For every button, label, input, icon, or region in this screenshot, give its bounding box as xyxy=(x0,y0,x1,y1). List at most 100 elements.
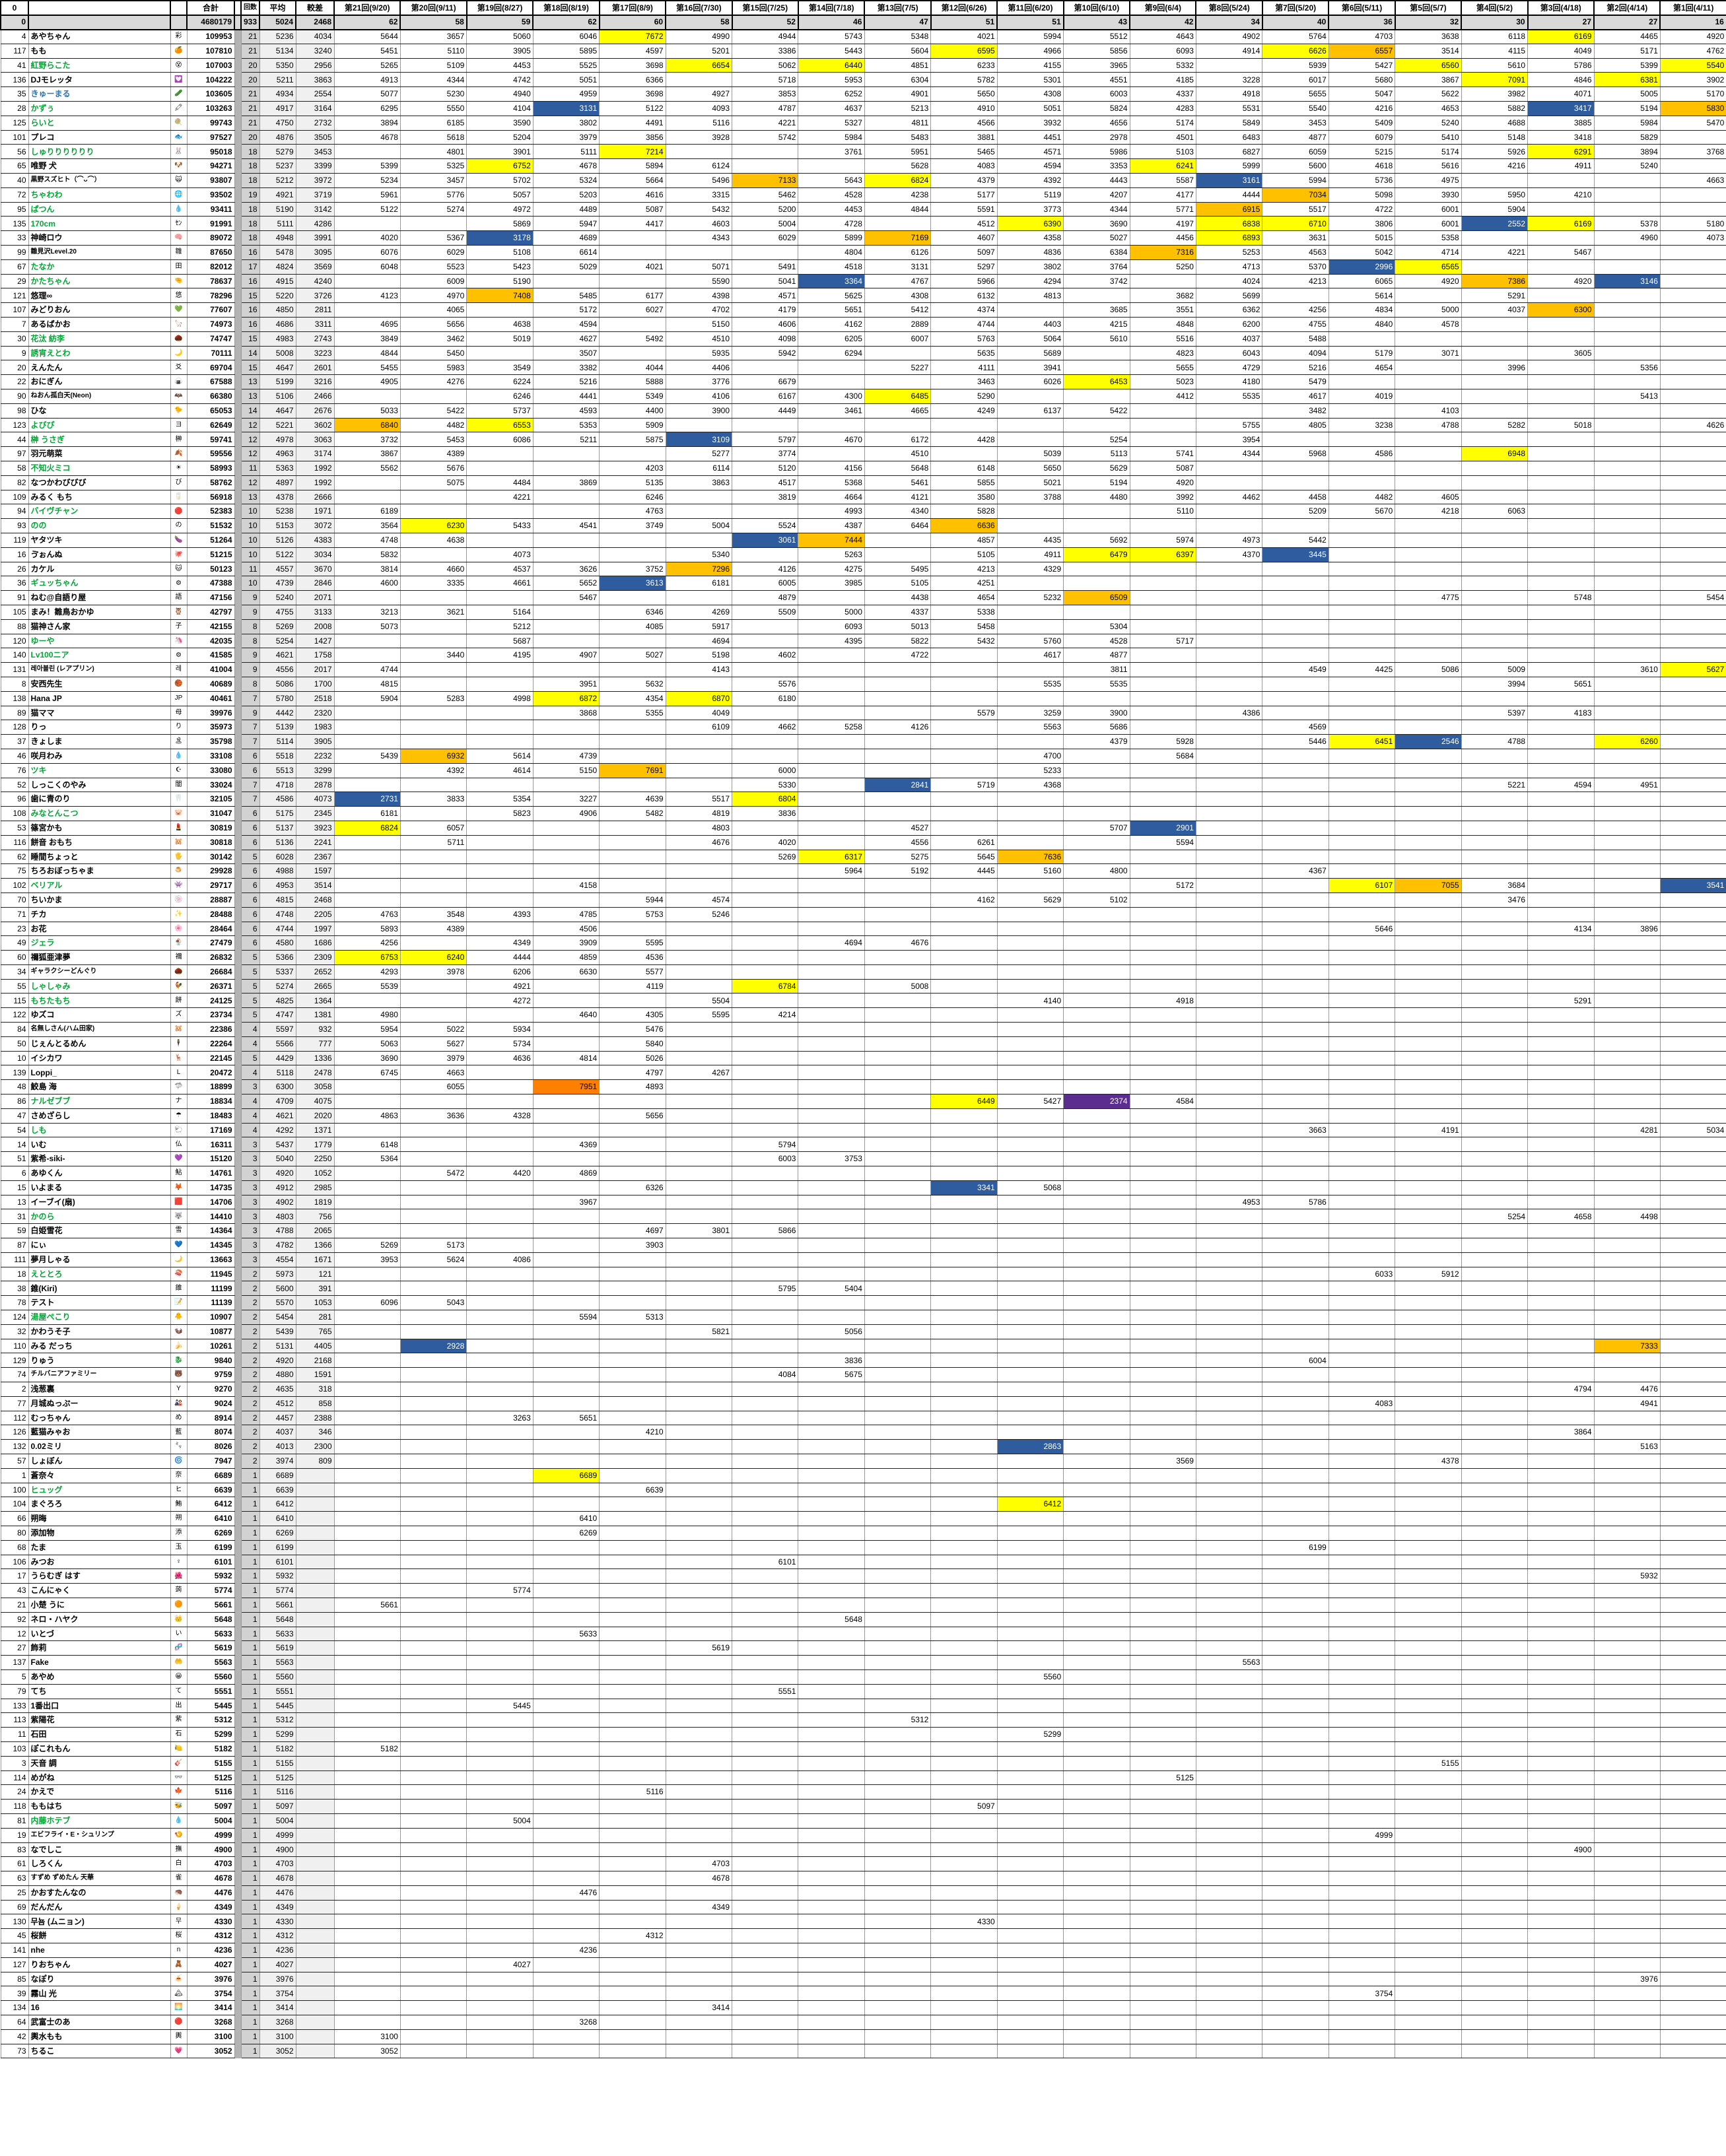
score-cell[interactable] xyxy=(864,1611,932,1627)
score-cell[interactable]: 6200 xyxy=(1195,317,1263,332)
cell-range[interactable]: 932 xyxy=(295,1022,335,1037)
score-cell[interactable]: 4617 xyxy=(996,648,1064,663)
score-cell[interactable]: 5483 xyxy=(864,129,932,145)
cell-count[interactable]: 9 xyxy=(240,648,260,663)
score-cell[interactable] xyxy=(930,1539,998,1555)
player-name[interactable]: 咲月わみ xyxy=(28,748,171,764)
score-cell[interactable] xyxy=(1395,1281,1462,1297)
score-cell[interactable] xyxy=(333,892,401,908)
score-cell[interactable] xyxy=(466,1238,534,1253)
score-cell[interactable] xyxy=(1129,777,1196,793)
score-cell[interactable] xyxy=(1593,762,1661,778)
score-cell[interactable] xyxy=(1461,950,1529,965)
score-cell[interactable] xyxy=(1063,1727,1130,1742)
score-cell[interactable] xyxy=(1129,1007,1196,1023)
cell-count[interactable]: 1 xyxy=(240,1727,260,1742)
score-cell[interactable] xyxy=(1063,504,1130,520)
player-number[interactable]: 74 xyxy=(0,1367,29,1382)
score-cell[interactable] xyxy=(1328,1655,1396,1670)
score-cell[interactable] xyxy=(1527,1467,1595,1483)
cell-total[interactable]: 10261 xyxy=(186,1338,235,1354)
score-cell[interactable] xyxy=(798,1856,865,1872)
score-cell[interactable] xyxy=(1659,576,1726,591)
player-number[interactable]: 50 xyxy=(0,1036,29,1052)
score-cell[interactable]: 5904 xyxy=(1461,201,1529,217)
score-cell[interactable] xyxy=(1659,561,1726,577)
score-cell[interactable] xyxy=(996,1338,1064,1354)
score-cell[interactable]: 5618 xyxy=(399,129,467,145)
score-cell[interactable]: 5563 xyxy=(1195,1655,1263,1670)
score-cell[interactable] xyxy=(732,504,799,520)
score-cell[interactable] xyxy=(599,446,666,461)
score-cell[interactable] xyxy=(532,1727,600,1742)
score-cell[interactable] xyxy=(665,1382,733,1397)
score-cell[interactable] xyxy=(1195,1094,1263,1109)
cell-count[interactable]: 10 xyxy=(240,547,260,562)
score-cell[interactable]: 5675 xyxy=(798,1367,865,1382)
cell-count[interactable]: 4 xyxy=(240,1022,260,1037)
cell-range[interactable]: 4405 xyxy=(295,1338,335,1354)
score-cell[interactable] xyxy=(1395,648,1462,663)
score-cell[interactable]: 5734 xyxy=(466,1036,534,1052)
cell-count[interactable]: 11 xyxy=(240,561,260,577)
score-cell[interactable] xyxy=(1063,1223,1130,1239)
cell-average[interactable]: 4824 xyxy=(259,259,296,275)
score-cell[interactable] xyxy=(1659,648,1726,663)
score-cell[interactable] xyxy=(1461,1122,1529,1138)
score-cell[interactable] xyxy=(996,604,1064,620)
score-cell[interactable] xyxy=(1659,1194,1726,1210)
cell-count[interactable]: 18 xyxy=(240,201,260,217)
cell-count[interactable]: 5 xyxy=(240,1050,260,1066)
player-name[interactable]: チルバニアファミリー xyxy=(28,1367,171,1382)
score-cell[interactable] xyxy=(399,734,467,749)
cell-count[interactable]: 1 xyxy=(240,1712,260,1728)
score-cell[interactable]: 5591 xyxy=(930,201,998,217)
score-cell[interactable]: 4183 xyxy=(1527,705,1595,721)
score-cell[interactable] xyxy=(864,921,932,937)
score-cell[interactable] xyxy=(1527,446,1595,461)
score-cell[interactable] xyxy=(864,1554,932,1570)
score-cell[interactable] xyxy=(466,1770,534,1786)
score-cell[interactable] xyxy=(599,1338,666,1354)
score-cell[interactable]: 5935 xyxy=(665,345,733,361)
score-cell[interactable] xyxy=(1461,1727,1529,1742)
score-cell[interactable] xyxy=(1262,762,1329,778)
cell-total[interactable]: 5932 xyxy=(186,1568,235,1584)
score-cell[interactable] xyxy=(1395,1382,1462,1397)
player-name[interactable]: たなか xyxy=(28,259,171,275)
score-cell[interactable] xyxy=(798,1310,865,1325)
score-cell[interactable]: 6181 xyxy=(665,576,733,591)
score-cell[interactable]: 5986 xyxy=(1063,144,1130,160)
cell-count[interactable]: 9 xyxy=(240,705,260,721)
score-cell[interactable]: 5492 xyxy=(599,331,666,347)
score-cell[interactable]: 4571 xyxy=(996,144,1064,160)
player-name[interactable]: 安西先生 xyxy=(28,676,171,692)
score-cell[interactable] xyxy=(1195,1611,1263,1627)
cell-total[interactable]: 9759 xyxy=(186,1367,235,1382)
score-cell[interactable]: 5015 xyxy=(1328,230,1396,246)
score-cell[interactable]: 5077 xyxy=(333,86,401,102)
score-cell[interactable]: 6003 xyxy=(1063,86,1130,102)
score-cell[interactable] xyxy=(1659,978,1726,994)
cell-average[interactable]: 6639 xyxy=(259,1482,296,1498)
score-cell[interactable]: 5109 xyxy=(399,57,467,73)
score-cell[interactable] xyxy=(1262,1914,1329,1930)
cell-total[interactable]: 74747 xyxy=(186,331,235,347)
score-cell[interactable]: 4236 xyxy=(532,1943,600,1958)
player-name[interactable]: ベリアル xyxy=(28,878,171,893)
score-cell[interactable] xyxy=(1461,619,1529,634)
score-cell[interactable] xyxy=(1659,676,1726,692)
score-cell[interactable]: 4584 xyxy=(1129,1094,1196,1109)
score-cell[interactable] xyxy=(1659,1108,1726,1124)
cell-range[interactable]: 4383 xyxy=(295,532,335,548)
player-number[interactable]: 100 xyxy=(0,1482,29,1498)
score-cell[interactable] xyxy=(1129,576,1196,591)
score-cell[interactable]: 6240 xyxy=(399,950,467,965)
player-name[interactable]: ツキ xyxy=(28,762,171,778)
cell-range[interactable]: 2065 xyxy=(295,1223,335,1239)
cell-average[interactable]: 4429 xyxy=(259,1050,296,1066)
cell-count[interactable]: 1 xyxy=(240,1640,260,1656)
cell-total[interactable]: 103605 xyxy=(186,86,235,102)
cell-range[interactable]: 1366 xyxy=(295,1238,335,1253)
score-cell[interactable]: 5610 xyxy=(1063,331,1130,347)
